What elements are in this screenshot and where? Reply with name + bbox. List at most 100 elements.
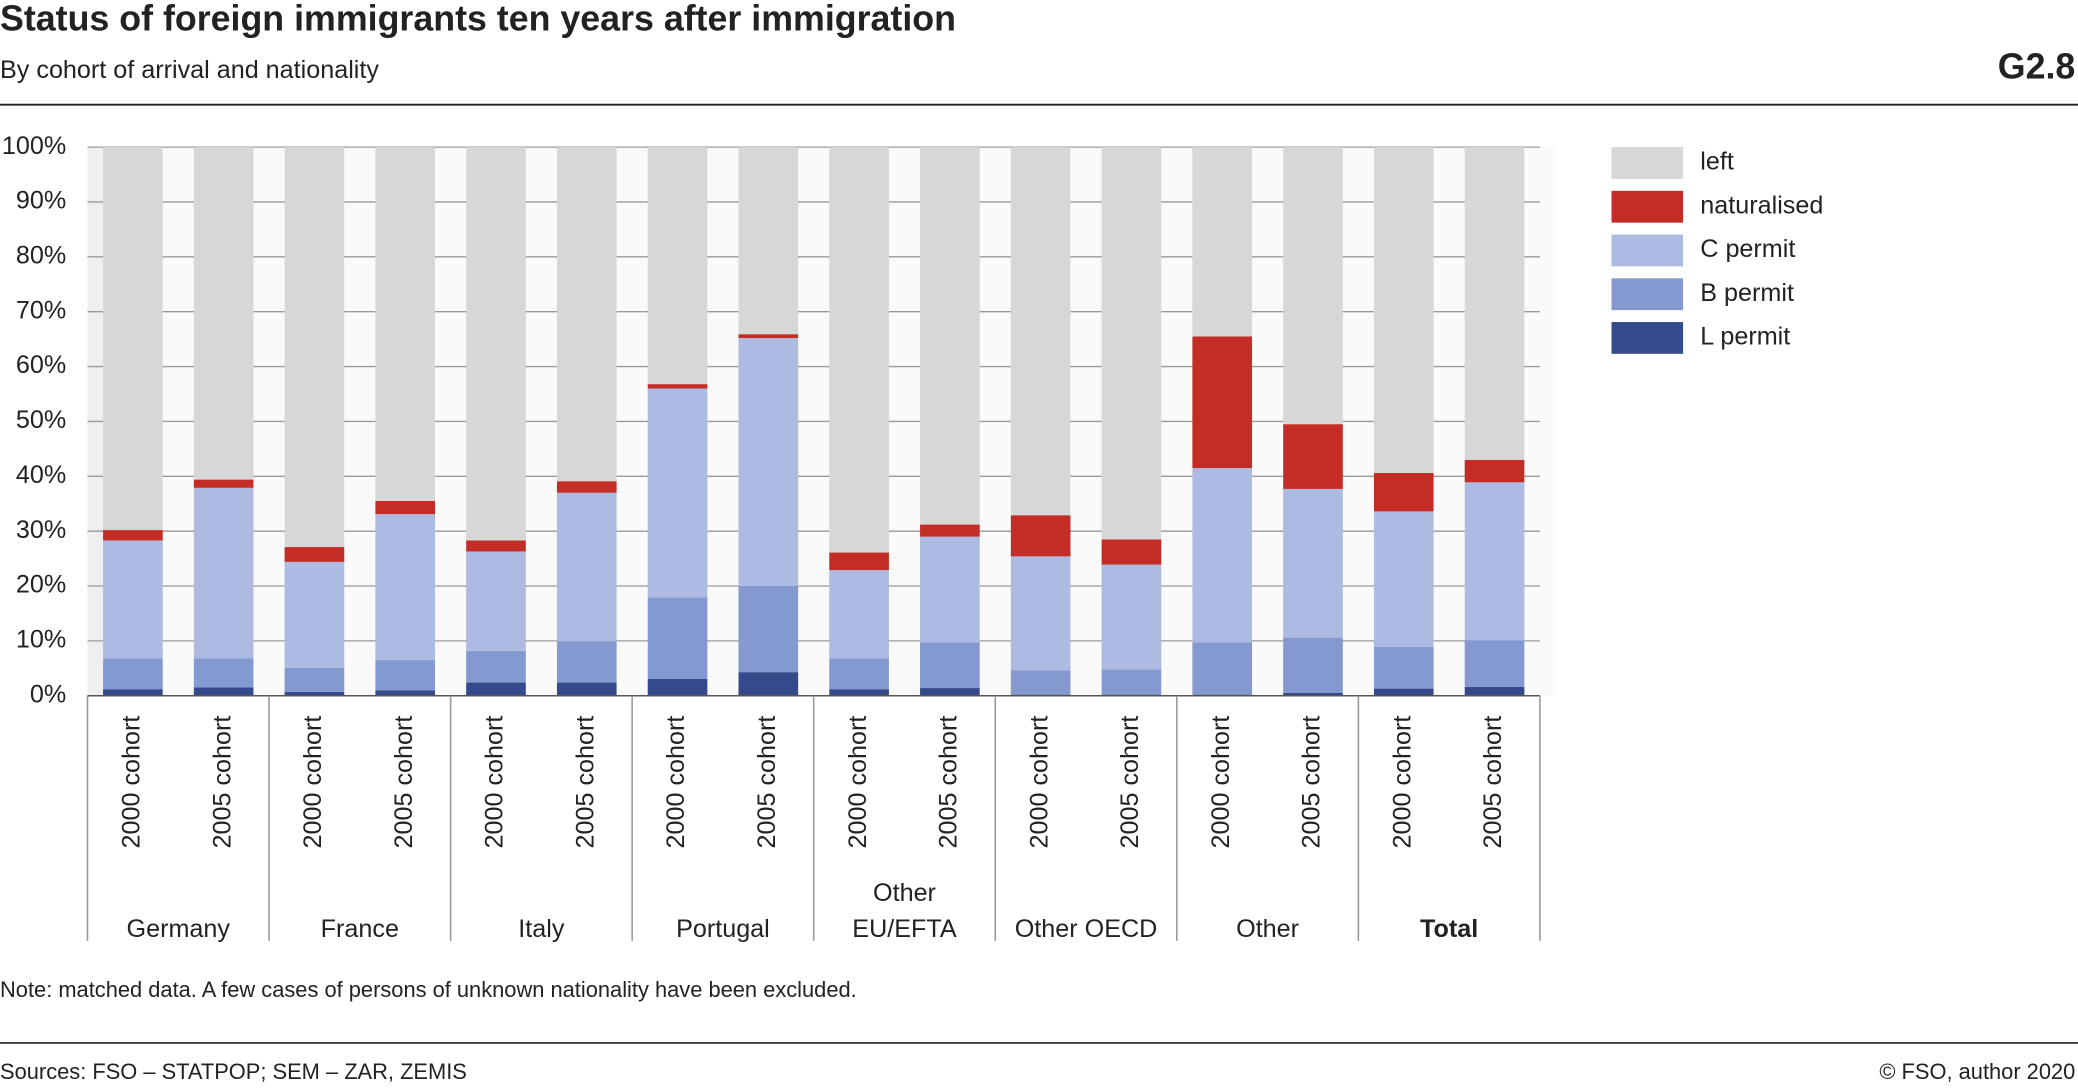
bar-segment [284, 147, 345, 548]
bar-segment [1010, 147, 1071, 516]
bar-segment [920, 688, 980, 696]
y-tick-label: 40% [16, 461, 66, 489]
bar-segment [193, 479, 254, 488]
bar-segment [647, 388, 708, 598]
y-tick-label: 20% [16, 571, 66, 599]
sources: Sources: FSO – STATPOP; SEM – ZAR, ZEMIS [0, 1059, 467, 1084]
bar-segment [920, 524, 980, 537]
bar-segment [193, 147, 254, 480]
bar-segment [466, 682, 526, 696]
chart-title: Status of foreign immigrants ten years a… [0, 0, 956, 39]
x-tick-label: 2005 cohort [753, 716, 781, 849]
bar-segment [375, 147, 436, 501]
bar-segment [1373, 688, 1434, 696]
bar-segment [920, 536, 980, 643]
x-tick-label: 2000 cohort [118, 716, 146, 849]
bar-segment [103, 540, 163, 659]
x-tick-label: 2005 cohort [1116, 716, 1144, 849]
group-label: Italy [518, 915, 565, 943]
bar-segment [284, 667, 345, 692]
bar-segment [829, 658, 889, 690]
legend-swatch [1611, 278, 1684, 311]
bar-segment [1373, 472, 1434, 512]
legend-label: left [1700, 148, 1734, 176]
x-tick-label: 2005 cohort [1298, 716, 1326, 849]
x-tick-label: 2005 cohort [935, 716, 963, 849]
bar-segment [556, 641, 617, 683]
bar-segment [284, 561, 345, 668]
bar-segment [829, 552, 889, 571]
bar-segment [1192, 468, 1253, 643]
x-tick-label: 2005 cohort [1479, 716, 1507, 849]
bar-segment [1464, 482, 1525, 641]
x-tick-label: 2000 cohort [481, 716, 509, 849]
x-tick-label: 2000 cohort [662, 716, 690, 849]
bar-segment [647, 597, 708, 679]
bar-segment [1192, 642, 1253, 695]
bar-segment [103, 147, 163, 531]
bar-segment [193, 658, 254, 688]
x-tick-label: 2005 cohort [571, 716, 599, 849]
bar-segment [1283, 147, 1343, 425]
bar-segment [738, 147, 799, 335]
legend-label: naturalised [1700, 191, 1823, 219]
copyright: © FSO, author 2020 [1879, 1059, 2075, 1084]
bar-segment [193, 687, 254, 696]
bar-segment [1373, 646, 1434, 689]
bar-segment [1010, 670, 1071, 695]
bar-segment [738, 586, 799, 673]
bar-segment [829, 570, 889, 659]
bar-segment [375, 660, 436, 691]
bar-segment [1101, 147, 1162, 540]
bar-segment [920, 147, 980, 525]
bar-segment [375, 500, 436, 515]
bar-segment [375, 690, 436, 696]
bar-segment [466, 650, 526, 683]
bar-segment [1464, 686, 1525, 696]
bar-segment [1101, 539, 1162, 565]
x-tick-label: 2000 cohort [299, 716, 327, 849]
x-tick-label: 2005 cohort [208, 716, 236, 849]
group-label: Other [873, 879, 936, 907]
y-tick-label: 80% [16, 241, 66, 269]
bar-segment [1373, 511, 1434, 647]
bar-segment [647, 678, 708, 696]
group-label: EU/EFTA [852, 915, 957, 943]
bar-segment [1283, 424, 1343, 489]
bar-segment [103, 689, 163, 696]
group-label: Germany [127, 915, 231, 943]
bar-segment [829, 147, 889, 553]
bar-segment [647, 384, 708, 389]
bar-segment [556, 682, 617, 696]
bar-segment [466, 551, 526, 651]
x-tick-label: 2000 cohort [1388, 716, 1416, 849]
bar-segment [556, 481, 617, 493]
bar-segment [738, 338, 799, 587]
bar-segment [375, 514, 436, 661]
chart-subtitle: By cohort of arrival and nationality [0, 56, 379, 84]
bar-segment [1283, 693, 1343, 696]
x-tick-label: 2000 cohort [844, 716, 872, 849]
legend-swatch [1611, 147, 1684, 179]
bar-segment [1464, 640, 1525, 687]
bar-segment [1192, 147, 1253, 337]
group-label: Other OECD [1015, 915, 1158, 943]
bar-segment [1101, 564, 1162, 670]
group-label: Other [1236, 915, 1299, 943]
legend-swatch [1611, 190, 1684, 223]
bar-segment [466, 147, 526, 541]
bar-segment [1101, 669, 1162, 695]
bar-segment [103, 658, 163, 690]
bar-segment [829, 689, 889, 696]
legend-label: L permit [1700, 323, 1790, 351]
bar-segment [1192, 336, 1253, 469]
bar-segment [193, 487, 254, 659]
bar-segment [738, 672, 799, 696]
bar-segment [647, 147, 708, 385]
y-tick-label: 10% [16, 626, 66, 654]
x-tick-label: 2005 cohort [390, 716, 418, 849]
bar-segment [1283, 637, 1343, 694]
bar-segment [284, 691, 345, 696]
y-tick-label: 50% [16, 406, 66, 434]
chart-code: G2.8 [1998, 46, 2076, 86]
